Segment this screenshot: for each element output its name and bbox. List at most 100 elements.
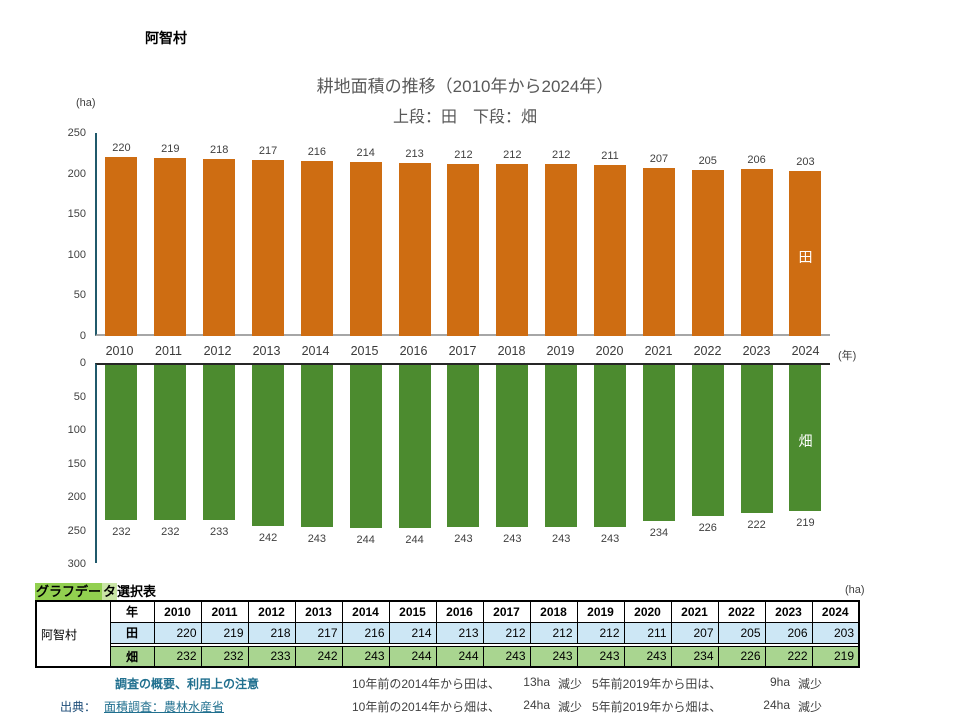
table-value-cell: 212 [576,621,625,644]
y-axis-tick: 0 [79,329,86,342]
x-axis-year-label: 2013 [252,344,281,358]
table-value-cell: 244 [388,645,437,668]
y-axis-tick: 100 [67,248,86,261]
paddy-bar-slot: 218 [195,133,244,336]
note-paddy-10yr: 10年前の2014年から田は、 13ha 減少 [352,675,582,692]
x-axis-year-label: 2019 [546,344,575,358]
field-bar [154,365,187,520]
field-bar-slot: 243 [537,365,586,545]
paddy-bar [642,168,675,336]
table-value-cell: 232 [200,645,249,668]
table-title-highlight: グラフデー [35,583,103,600]
field-chart: 232 232 233 242 243 244 244 243 243 243 243 234 226 2… [95,363,830,563]
paddy-bar-slot: 220 [97,133,146,336]
bar-value-label: 232 [161,526,180,538]
bar-value-label: 243 [503,533,522,545]
table-year-cell: 2011 [200,600,249,623]
field-y-axis: 0 50 100 150 200 250 300 [52,357,86,570]
y-axis-tick: 100 [67,424,86,436]
note-field-10yr: 10年前の2014年から畑は、 24ha 減少 [352,698,582,715]
table-value-cell: 232 [153,645,202,668]
field-bar-slot: 243 [488,365,537,545]
bar-value-label: 243 [454,533,473,545]
table-value-cell: 212 [482,621,531,644]
paddy-bar-slot: 206 [732,133,781,336]
field-bar-slot: 244 [390,365,439,546]
paddy-bar-slot: 212 [537,133,586,336]
paddy-bar: 田 [789,171,822,336]
table-value-cell: 220 [153,621,202,644]
table-year-cell: 2021 [670,600,719,623]
table-header-row: 阿智村 年 2010 2011 2012 2013 2014 2015 2016 2017 20… [35,600,860,668]
paddy-bar [105,157,138,336]
paddy-bar [252,160,284,336]
paddy-bar-slot: 207 [634,133,683,336]
table-value-cell: 226 [717,645,766,668]
bar-value-label: 244 [356,534,375,546]
survey-overview-link[interactable]: 調査の概要、利用上の注意 [115,677,260,691]
paddy-bar [447,164,480,336]
y-axis-tick: 200 [67,491,86,503]
paddy-bar-slot: 214 [341,133,390,336]
field-bar-slot: 234 [634,365,683,539]
x-axis-year-label: 2020 [595,344,624,358]
table-title: グラフデー タ選択表 [35,581,156,600]
x-axis-year-label: 2018 [497,344,526,358]
field-bar [398,365,431,528]
field-bar [203,365,236,520]
field-bar [496,365,529,527]
table-year-cell: 2016 [435,600,484,623]
footer-line-1: 調査の概要、利用上の注意 10年前の2014年から田は、 13ha 減少 5年前… [0,675,963,692]
table-value-cell: 242 [294,645,343,668]
footer-line-2: 出典： 面積調査：農林水産省 10年前の2014年から畑は、 24ha 減少 5… [0,698,963,715]
bar-value-label: 205 [698,155,717,167]
field-plot-bars: 232 232 233 242 243 244 244 243 243 243 243 234 226 2… [97,365,830,565]
y-axis-tick: 200 [67,167,86,180]
table-year-cell: 2024 [811,600,860,623]
x-axis-unit-label: (年) [838,350,857,362]
table-year-cell: 2020 [623,600,672,623]
paddy-bar [398,163,431,336]
table-title-highlight-2: タ [102,583,118,600]
field-bar-slot: 畑 219 [781,365,830,529]
table-value-cell: 243 [576,645,625,668]
x-axis-year-label: 2012 [203,344,232,358]
field-bar-slot: 243 [439,365,488,545]
field-bar [447,365,480,527]
bar-value-label: 243 [307,533,327,545]
paddy-chart: 220 219 218 217 216 214 213 212 212 212 211 207 205 2… [95,133,830,336]
bar-value-label: 216 [307,146,327,158]
bar-value-label: 212 [551,149,571,161]
note-paddy-5yr: 5年前2019年から田は、 9ha 減少 [592,675,822,692]
note-amount: 9ha [769,675,790,689]
bar-value-label: 244 [405,534,424,546]
paddy-bar [594,165,627,336]
bar-value-label: 212 [503,149,522,161]
paddy-bar-slot: 213 [390,133,439,336]
y-axis-tick: 50 [73,390,86,403]
paddy-bar-slot: 203 田 [781,133,830,336]
note-label: 5年前2019年から田は、 [592,677,722,691]
source-link[interactable]: 面積調査：農林水産省 [104,700,225,714]
field-bar [252,365,284,526]
x-axis-year-label: 2014 [301,344,330,358]
y-axis-tick: 0 [79,357,86,369]
table-row-field: 畑 232 232 233 242 243 244 244 243 243 243 243 234 22… [36,645,860,668]
bar-value-label: 218 [209,144,229,156]
x-axis-year-label: 2021 [644,344,673,358]
x-axis-years: 2010 2011 2012 2013 2014 2015 2016 2017 2018 2019… [95,344,830,358]
x-axis-year-label: 2016 [399,344,428,358]
paddy-plot-bars: 220 219 218 217 216 214 213 212 212 212 211 207 205 2… [97,133,830,336]
paddy-bar-slot: 217 [244,133,293,336]
field-bar-slot: 226 [683,365,732,534]
field-row-label: 畑 [109,645,155,668]
note-suffix: 減少 [798,677,823,691]
bar-value-label: 203 [796,156,815,168]
x-axis-year-label: 2017 [448,344,477,358]
bar-value-label: 219 [161,143,180,155]
table-value-cell: 243 [341,645,390,668]
field-bar-slot: 242 [244,365,293,544]
paddy-bar [203,159,236,336]
note-suffix: 減少 [558,700,583,714]
table-value-cell: 244 [435,645,484,668]
